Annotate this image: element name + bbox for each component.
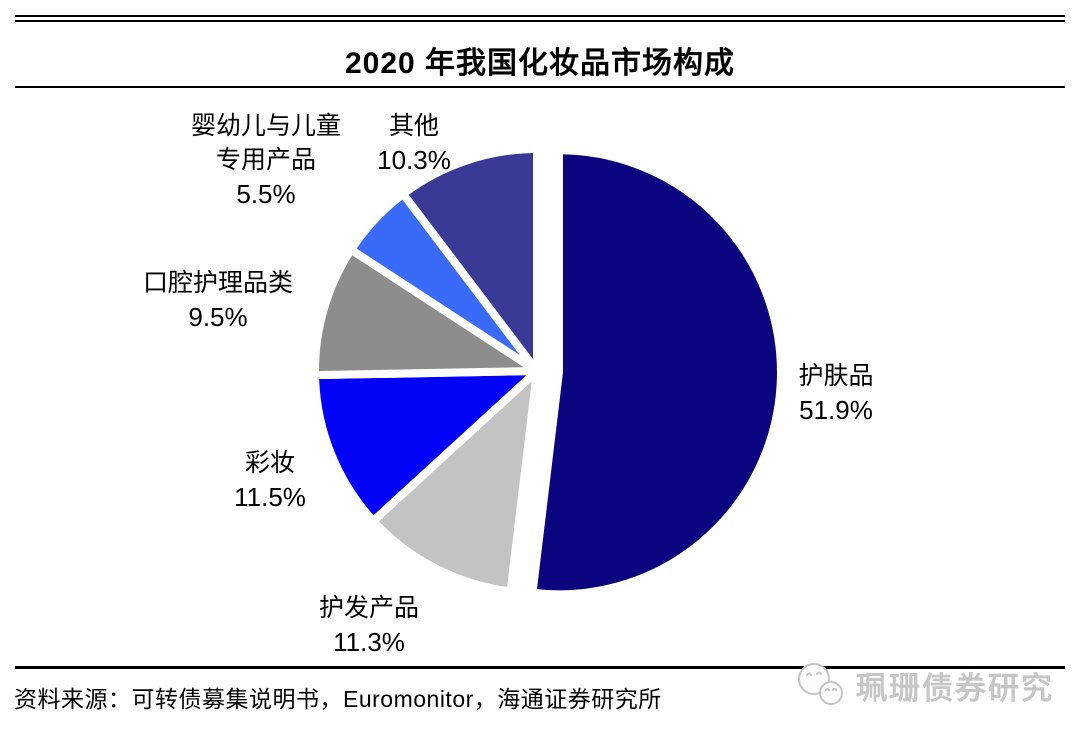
slice-label-text: 护发产品 bbox=[318, 594, 420, 622]
pie-slice-other bbox=[399, 145, 541, 375]
slice-label-percent: 11.3% bbox=[333, 627, 405, 657]
watermark: 珮珊债券研究 bbox=[792, 659, 1054, 711]
slice-label-other: 其他 10.3% bbox=[377, 109, 451, 177]
pie-slice-skincare bbox=[528, 146, 785, 599]
slice-label-text: 婴幼儿与儿童 bbox=[190, 112, 342, 140]
pie-slice-makeup bbox=[311, 367, 541, 525]
watermark-text: 珮珊债券研究 bbox=[856, 670, 1054, 706]
slice-label-makeup: 彩妆 11.5% bbox=[234, 446, 306, 514]
chart-title: 2020 年我国化妆品市场构成 bbox=[344, 47, 736, 80]
bottom-rule bbox=[15, 666, 1065, 669]
title-divider-rule bbox=[15, 86, 1065, 88]
pie-slice-oral-care bbox=[311, 245, 541, 380]
slice-label-baby-children: 婴幼儿与儿童 专用产品 5.5% bbox=[191, 109, 341, 211]
mascot-chat-bubbles-icon bbox=[798, 663, 843, 705]
pie-slice-haircare bbox=[369, 367, 541, 596]
source-note: 资料来源：可转债募集说明书，Euromonitor，海通证券研究所 bbox=[14, 686, 662, 712]
slice-label-percent: 10.3% bbox=[377, 145, 451, 175]
slice-label-haircare: 护发产品 11.3% bbox=[319, 591, 419, 659]
top-double-rule bbox=[15, 15, 1065, 22]
slice-label-text: 专用产品 bbox=[215, 146, 317, 174]
slice-label-text: 其他 bbox=[388, 112, 440, 140]
slice-label-text: 口腔护理品类 bbox=[142, 269, 294, 297]
slice-label-percent: 51.9% bbox=[799, 395, 873, 425]
slice-label-skincare: 护肤品 51.9% bbox=[798, 359, 873, 427]
slice-label-percent: 11.5% bbox=[234, 482, 306, 512]
slice-label-text: 护肤品 bbox=[798, 362, 874, 390]
slice-label-percent: 9.5% bbox=[188, 302, 248, 332]
slice-label-percent: 5.5% bbox=[236, 179, 296, 209]
slice-label-text: 彩妆 bbox=[244, 449, 296, 477]
slice-label-oral-care: 口腔护理品类 9.5% bbox=[143, 266, 293, 334]
